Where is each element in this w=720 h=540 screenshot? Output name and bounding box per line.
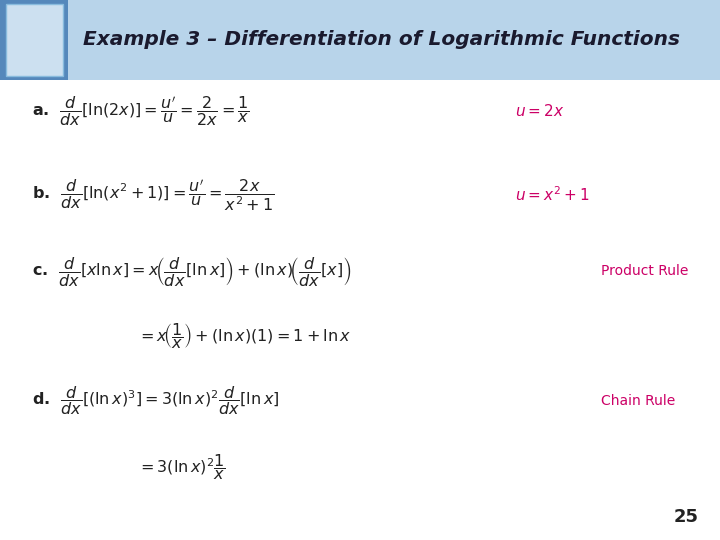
FancyBboxPatch shape xyxy=(0,0,68,80)
Text: $= x\!\left(\dfrac{1}{x}\right) + (\ln x)(1) = 1 + \ln x$: $= x\!\left(\dfrac{1}{x}\right) + (\ln x… xyxy=(137,321,351,351)
Text: $\mathbf{b.}\enspace \dfrac{d}{dx}[\ln(x^2 + 1)] = \dfrac{u'}{u} = \dfrac{2x}{x^: $\mathbf{b.}\enspace \dfrac{d}{dx}[\ln(x… xyxy=(32,176,275,213)
Text: $\mathbf{a.}\enspace \dfrac{d}{dx}[\ln(2x)] = \dfrac{u'}{u} = \dfrac{2}{2x} = \d: $\mathbf{a.}\enspace \dfrac{d}{dx}[\ln(2… xyxy=(32,93,250,128)
Text: Example 3 – Differentiation of Logarithmic Functions: Example 3 – Differentiation of Logarithm… xyxy=(83,30,680,50)
FancyBboxPatch shape xyxy=(6,4,63,76)
Text: Chain Rule: Chain Rule xyxy=(601,394,675,408)
Text: $\mathbf{c.}\enspace \dfrac{d}{dx}[x \ln x] = x\!\left(\dfrac{d}{dx}[\ln x]\righ: $\mathbf{c.}\enspace \dfrac{d}{dx}[x \ln… xyxy=(32,254,352,288)
Text: $= 3(\ln x)^2 \dfrac{1}{x}$: $= 3(\ln x)^2 \dfrac{1}{x}$ xyxy=(137,452,225,482)
FancyBboxPatch shape xyxy=(0,0,720,80)
Text: 25: 25 xyxy=(673,509,698,526)
Text: $u = 2x$: $u = 2x$ xyxy=(515,103,564,119)
Text: $\mathbf{d.}\enspace \dfrac{d}{dx}[(\ln x)^3] = 3(\ln x)^2 \dfrac{d}{dx}[\ln x]$: $\mathbf{d.}\enspace \dfrac{d}{dx}[(\ln … xyxy=(32,384,280,417)
Text: Product Rule: Product Rule xyxy=(601,264,688,278)
Text: $u = x^2 + 1$: $u = x^2 + 1$ xyxy=(515,185,589,204)
